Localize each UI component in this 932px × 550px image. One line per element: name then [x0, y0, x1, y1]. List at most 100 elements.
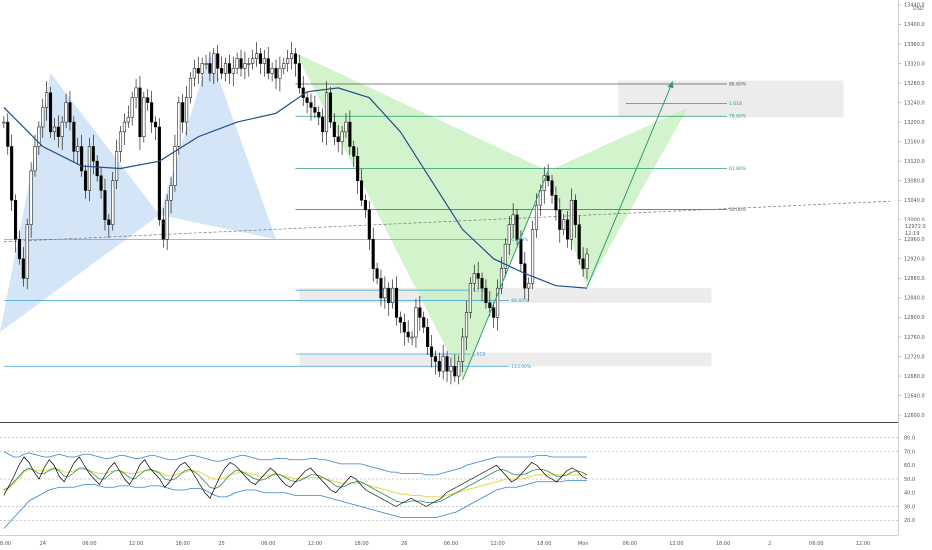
candle-body-122	[476, 273, 480, 279]
candle-body-104	[406, 331, 410, 338]
dashed-trend-line	[3, 200, 891, 243]
time-tick-label-10: 06:00	[444, 541, 458, 547]
candle-body-59	[231, 68, 235, 74]
candle-body-97	[379, 278, 383, 299]
candle-body-67	[262, 58, 266, 64]
price-pane[interactable]: 88.60%1.61878.60%61.80%50.00%61.80%1.272…	[0, 42, 891, 385]
price-tick-label-18: 12720.0	[904, 354, 925, 360]
osc-tick-label-0: 80.0	[904, 436, 915, 442]
time-tick-label-11: 12:00	[490, 541, 504, 547]
osc-band-lower	[3, 479, 588, 529]
time-tick-label-8: 18:00	[354, 541, 368, 547]
osc-signal-line	[3, 467, 588, 503]
fib-level-label-0: 88.60%	[729, 82, 747, 88]
candle-body-15	[60, 121, 64, 137]
fib-level-label-1: 1.618	[729, 101, 742, 107]
candle-body-26	[103, 190, 107, 221]
candle-body-53	[208, 63, 212, 74]
candle-body-37	[146, 97, 150, 103]
candle-body-40	[157, 126, 161, 221]
candle-body-121	[472, 273, 476, 284]
price-tick-label-8: 13120.0	[904, 159, 925, 165]
candle-body-77	[301, 87, 305, 98]
candle-body-9	[37, 126, 41, 147]
candle-body-51	[200, 63, 204, 74]
candle-body-103	[402, 322, 406, 333]
zone-box-2	[299, 352, 712, 367]
candle-body-91	[356, 156, 360, 181]
time-tick-label-7: 12:00	[308, 541, 322, 547]
price-tick-label-1: 13400.0	[904, 22, 925, 28]
price-tick-label-4: 13280.0	[904, 81, 925, 87]
candle-body-69	[270, 68, 274, 74]
candle-body-126	[492, 307, 496, 318]
time-axis[interactable]: 18:00 24 06:00 12:00 18:00 25 06:00 12:00 18:00 2…	[0, 541, 870, 547]
projection-line	[586, 81, 673, 288]
candle-body-149	[581, 258, 585, 269]
candle-body-16	[64, 102, 68, 123]
fib-level-label-7: 88.60%	[511, 298, 529, 304]
time-tick-label-1: 24	[40, 541, 46, 547]
price-tick-label-16: 12800.0	[904, 315, 925, 321]
candle-body-134	[523, 263, 527, 289]
candle-body-75	[293, 53, 297, 64]
candle-body-140	[546, 175, 550, 181]
time-tick-label-17: 2	[768, 541, 771, 547]
oscillator-pane[interactable]	[0, 437, 898, 529]
candle-body-110	[429, 346, 434, 357]
candle-body-0	[2, 121, 6, 124]
bullish-pattern-triangle-1	[548, 107, 689, 288]
osc-tick-label-2: 60.0	[904, 463, 915, 469]
time-tick-label-4: 18:00	[175, 541, 189, 547]
candle-body-25	[99, 175, 103, 191]
candle-body-87	[340, 131, 344, 142]
bullish-pattern-triangle-0	[295, 52, 549, 380]
candle-body-65	[255, 53, 259, 59]
candle-body-133	[519, 239, 523, 264]
moving-average-line	[3, 87, 588, 289]
candle-body-73	[286, 58, 290, 64]
candle-body-50	[196, 68, 200, 74]
candle-body-146	[569, 199, 574, 240]
price-tick-label-3: 13320.0	[904, 61, 925, 67]
candle-body-1	[6, 121, 10, 147]
candle-body-20	[80, 146, 84, 172]
candle-body-89	[348, 121, 352, 147]
candle-body-105	[410, 336, 414, 339]
candle-body-130	[507, 224, 511, 245]
candle-body-78	[305, 97, 309, 103]
osc-main-line	[3, 456, 588, 507]
candle-body-68	[266, 58, 270, 74]
candle-body-76	[297, 63, 301, 89]
candle-body-81	[317, 112, 321, 118]
candle-body-3	[13, 199, 18, 240]
price-axis[interactable]: 13440.0 13400.0 13360.0 13320.0 13280.0 13240…	[898, 3, 925, 419]
osc-tick-label-4: 40.0	[904, 491, 915, 497]
candle-body-96	[375, 268, 379, 279]
candle-body-2	[10, 146, 14, 201]
price-tick-label-11: 13000.0	[904, 218, 925, 224]
candle-body-90	[352, 146, 356, 157]
candle-body-150	[585, 253, 589, 269]
zone-box-1	[299, 288, 712, 303]
time-tick-label-0: 18:00	[0, 541, 11, 547]
candle-body-11	[45, 92, 49, 108]
candle-body-123	[480, 278, 484, 289]
candle-body-35	[138, 87, 142, 137]
candle-body-13	[52, 126, 56, 133]
candle-body-114	[445, 356, 449, 372]
candle-body-145	[566, 219, 570, 240]
osc-tick-label-6: 20.0	[904, 518, 915, 524]
price-tick-label-9: 13080.0	[904, 178, 925, 184]
price-tick-label-20: 12640.0	[904, 393, 925, 399]
candle-body-4	[17, 239, 21, 260]
candle-body-108	[422, 317, 426, 328]
price-tick-label-2: 13360.0	[904, 42, 925, 48]
candle-body-127	[496, 287, 500, 318]
oscillator-axis[interactable]: 80.0 70.0 60.0 50.0 40.0 30.0 20.0	[904, 436, 915, 525]
candle-body-93	[363, 199, 367, 211]
candle-body-19	[76, 146, 80, 152]
candle-body-142	[554, 195, 558, 211]
time-tick-label-3: 12:00	[129, 541, 143, 547]
